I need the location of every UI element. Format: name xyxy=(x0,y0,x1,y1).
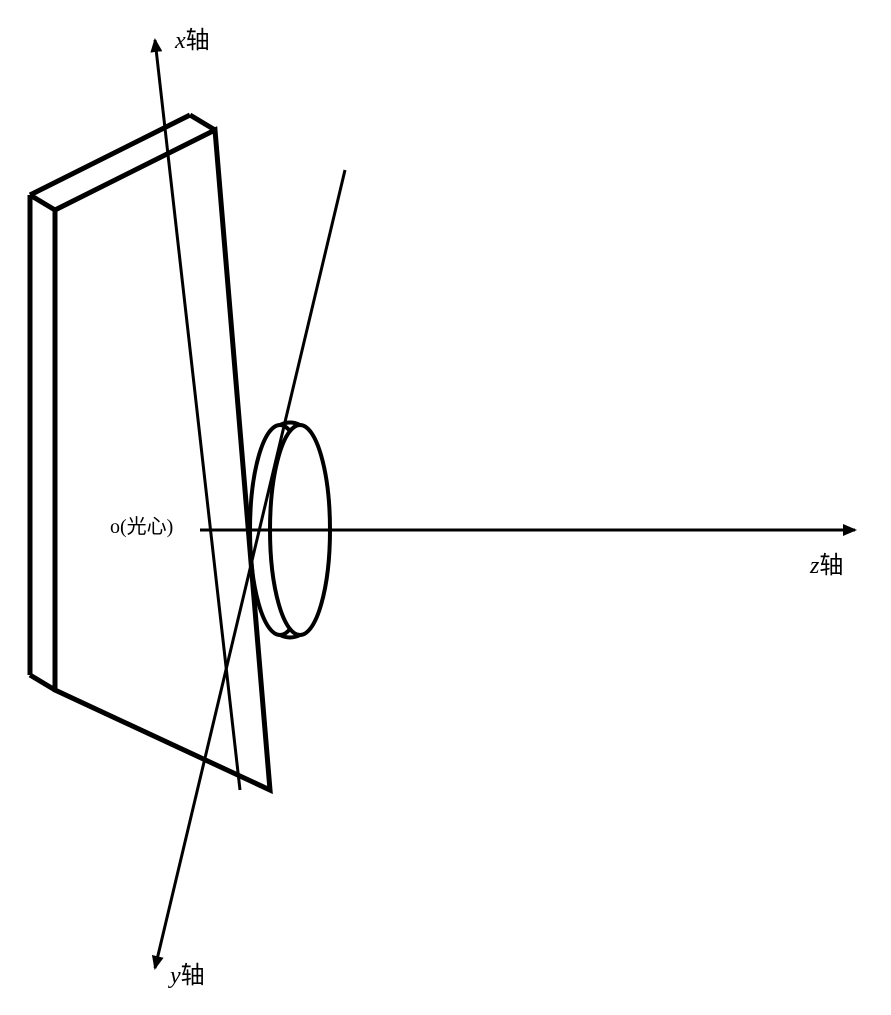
origin-label: o(光心) xyxy=(110,510,173,539)
z-axis-suffix: 轴 xyxy=(819,553,843,579)
y-axis-suffix: 轴 xyxy=(181,963,205,989)
y-axis-label: y轴 xyxy=(170,955,205,990)
x-axis-label: x轴 xyxy=(175,20,210,55)
diagram-container: x轴 y轴 z轴 o(光心) xyxy=(0,0,891,1015)
y-axis-var: y xyxy=(170,963,181,989)
x-axis-suffix: 轴 xyxy=(186,28,210,54)
coordinate-diagram xyxy=(0,0,891,1015)
z-axis-var: z xyxy=(810,553,819,579)
image-plane xyxy=(30,115,270,790)
x-axis-var: x xyxy=(175,28,186,54)
x-axis xyxy=(155,40,240,790)
z-axis-label: z轴 xyxy=(810,545,843,580)
